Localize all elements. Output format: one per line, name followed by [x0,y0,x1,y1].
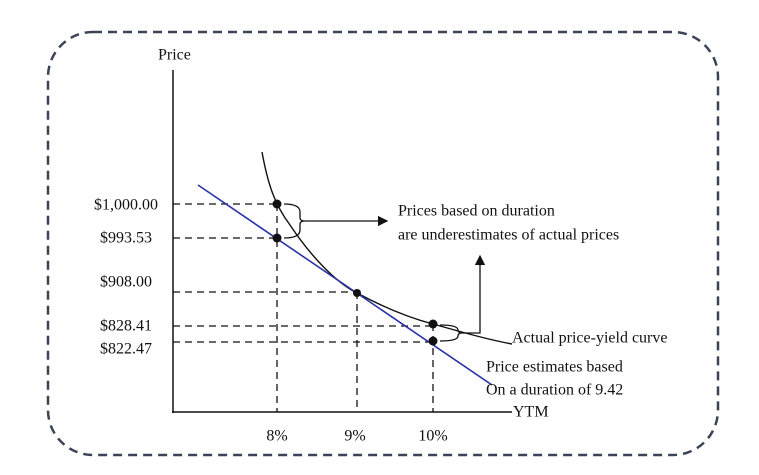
x-axis-title: YTM [513,404,549,421]
arrow [462,254,486,334]
annotation: On a duration of 9.42 [486,382,623,399]
y-axis-title: Price [158,47,191,64]
annotation: are underestimates of actual prices [398,227,619,244]
annotation: Actual price-yield curve [512,330,667,347]
x-labels: 8% 9% 10% [266,428,447,445]
y-label: $822.47 [100,341,152,358]
duration-line [197,184,493,386]
y-label: $1,000.00 [94,197,158,214]
frame [46,30,720,457]
annotation: Price estimates based [486,359,623,376]
y-label: $993.53 [100,230,152,247]
y-label: $908.00 [100,274,152,291]
x-label: 10% [418,428,447,445]
points [272,199,438,346]
price-yield-curve [261,151,513,345]
y-label: $828.41 [100,318,152,335]
x-label: 8% [266,428,287,445]
x-label: 9% [344,428,365,445]
y-labels: $1,000.00 $993.53 $908.00 $828.41 $822.4… [94,197,158,358]
guides [173,203,434,412]
annotation: Prices based on duration [398,203,555,220]
